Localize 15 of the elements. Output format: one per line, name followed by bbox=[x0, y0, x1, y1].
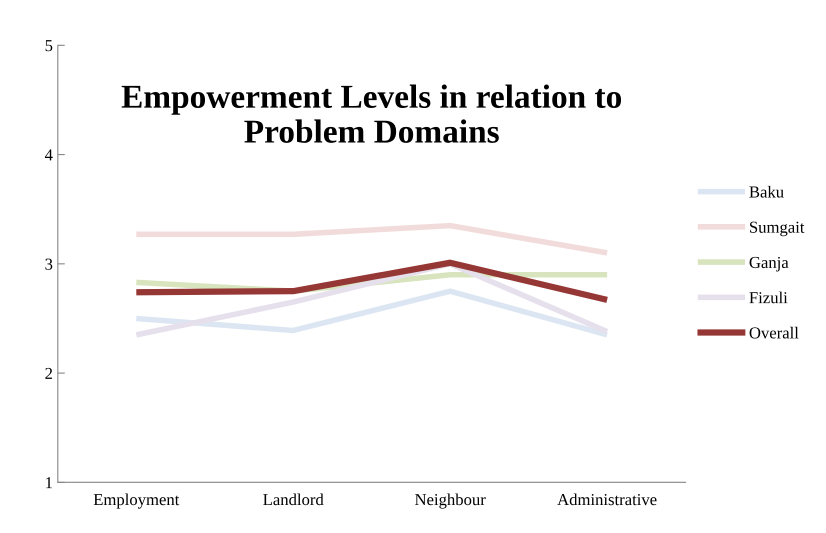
y-tick-label: 3 bbox=[45, 258, 52, 270]
legend-label: Ganja bbox=[750, 256, 788, 272]
x-tick-label: Administrative bbox=[557, 493, 657, 506]
x-tick-label: Landlord bbox=[263, 493, 324, 506]
legend-label: Sumgait bbox=[750, 222, 804, 236]
x-tick-label: Employment bbox=[94, 493, 180, 509]
y-tick-label: 2 bbox=[45, 368, 52, 379]
y-tick-label: 1 bbox=[46, 477, 52, 488]
y-tick-label: 4 bbox=[44, 149, 53, 160]
legend-label: Fizuli bbox=[749, 292, 788, 304]
y-tick-label: 5 bbox=[46, 40, 52, 52]
legend-label: Overall bbox=[750, 326, 799, 339]
text: Empowerment Levels in relation to Problem Domains bbox=[122, 84, 622, 143]
legend-label: Baku bbox=[749, 186, 784, 198]
x-tick-label: Neighbour bbox=[415, 493, 486, 509]
